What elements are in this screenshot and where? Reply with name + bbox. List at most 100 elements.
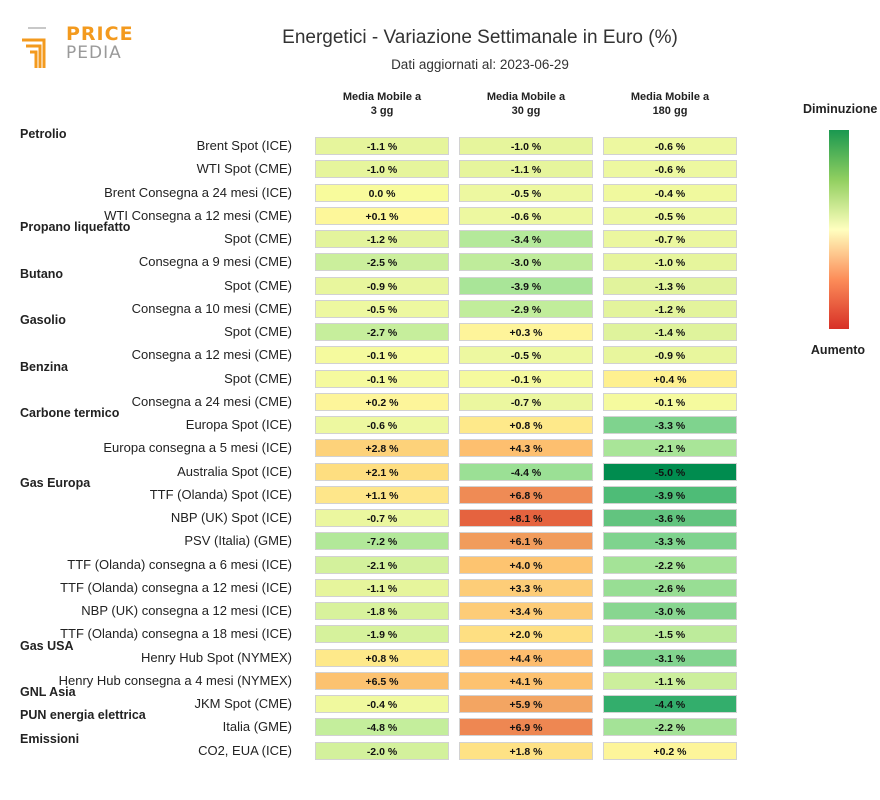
- heatmap-cell: -2.1 %: [315, 556, 449, 574]
- column-header-180gg: Media Mobile a 180 gg: [603, 90, 737, 118]
- heatmap-cell: -0.4 %: [603, 184, 737, 202]
- row-label: TTF (Olanda) consegna a 18 mesi (ICE): [60, 626, 292, 641]
- heatmap-cell: -1.1 %: [459, 160, 593, 178]
- heatmap-cell: -0.5 %: [603, 207, 737, 225]
- heatmap-cell: -3.3 %: [603, 532, 737, 550]
- heatmap-cell: -3.3 %: [603, 416, 737, 434]
- heatmap-cell: 0.0 %: [315, 184, 449, 202]
- heatmap-cell: +4.0 %: [459, 556, 593, 574]
- heatmap-cell: -0.5 %: [315, 300, 449, 318]
- heatmap-cell: +4.4 %: [459, 649, 593, 667]
- table-row: Gas USAHenry Hub Spot (NYMEX)+0.8 %+4.4 …: [0, 648, 760, 671]
- heatmap-cell: -1.4 %: [603, 323, 737, 341]
- heatmap-cell: -0.5 %: [459, 184, 593, 202]
- row-group-label: Gas Europa: [20, 476, 90, 490]
- heatmap-cell: +0.2 %: [603, 742, 737, 760]
- heatmap-cell: -3.9 %: [603, 486, 737, 504]
- heatmap-cell: +2.1 %: [315, 463, 449, 481]
- legend-color-scale: [829, 130, 849, 329]
- table-row: PSV (Italia) (GME)-7.2 %+6.1 %-3.3 %: [0, 531, 760, 554]
- heatmap-cell: -1.9 %: [315, 625, 449, 643]
- row-label: Europa Spot (ICE): [186, 417, 292, 432]
- heatmap-cell: +5.9 %: [459, 695, 593, 713]
- heatmap-cell: +4.1 %: [459, 672, 593, 690]
- table-row: TTF (Olanda) consegna a 6 mesi (ICE) -2.1…: [0, 555, 760, 578]
- column-header-line: Media Mobile a: [603, 90, 737, 104]
- heatmap-cell: +2.8 %: [315, 439, 449, 457]
- row-label: NBP (UK) Spot (ICE): [171, 510, 292, 525]
- heatmap-cell: -0.9 %: [603, 346, 737, 364]
- table-row: EmissioniCO2, EUA (ICE)-2.0 %+1.8 %+0.2 …: [0, 741, 760, 764]
- row-group-label: Petrolio: [20, 127, 67, 141]
- row-label: TTF (Olanda) Spot (ICE): [150, 487, 292, 502]
- heatmap-cell: -1.1 %: [603, 672, 737, 690]
- row-label: Consegna a 10 mesi (CME): [132, 301, 292, 316]
- row-label: Spot (CME): [224, 324, 292, 339]
- row-group-label: PUN energia elettrica: [20, 708, 146, 722]
- heatmap-cell: -0.9 %: [315, 277, 449, 295]
- row-label: CO2, EUA (ICE): [198, 743, 292, 758]
- heatmap-cell: -1.0 %: [459, 137, 593, 155]
- heatmap-cell: -3.0 %: [603, 602, 737, 620]
- heatmap-cell: -4.4 %: [459, 463, 593, 481]
- row-group-label: Gasolio: [20, 313, 66, 327]
- row-label: Australia Spot (ICE): [177, 464, 292, 479]
- legend-label-decrease: Diminuzione: [803, 102, 873, 116]
- heatmap-cell: -2.0 %: [315, 742, 449, 760]
- heatmap-cell: -5.0 %: [603, 463, 737, 481]
- heatmap-cell: +0.2 %: [315, 393, 449, 411]
- heatmap-cell: -1.3 %: [603, 277, 737, 295]
- table-row: PetrolioBrent Spot (ICE)-1.1 %-1.0 %-0.6…: [0, 136, 760, 159]
- row-label: TTF (Olanda) consegna a 6 mesi (ICE): [67, 557, 292, 572]
- row-label: Spot (CME): [224, 278, 292, 293]
- table-row: PUN energia elettricaItalia (GME)-4.8 %+…: [0, 717, 760, 740]
- heatmap-cell: +6.8 %: [459, 486, 593, 504]
- heatmap-cell: -0.4 %: [315, 695, 449, 713]
- heatmap-cell: +3.3 %: [459, 579, 593, 597]
- row-label: Spot (CME): [224, 231, 292, 246]
- row-label: Consegna a 12 mesi (CME): [132, 347, 292, 362]
- row-group-label: Carbone termico: [20, 406, 119, 420]
- table-row: NBP (UK) consegna a 12 mesi (ICE)-1.8 %+…: [0, 601, 760, 624]
- heatmap-cell: -3.6 %: [603, 509, 737, 527]
- column-header-line: 30 gg: [459, 104, 593, 118]
- heatmap-cell: +8.1 %: [459, 509, 593, 527]
- heatmap-cell: +0.8 %: [459, 416, 593, 434]
- table-row: Consegna a 12 mesi (CME)-0.1 %-0.5 %-0.9…: [0, 345, 760, 368]
- table-row: Australia Spot (ICE) +2.1 % -4.4 % -5.0 %: [0, 462, 760, 485]
- column-header-30gg: Media Mobile a 30 gg: [459, 90, 593, 118]
- chart-title: Energetici - Variazione Settimanale in E…: [0, 27, 880, 49]
- table-row: WTI Spot (CME)-1.0 %-1.1 %-0.6 %: [0, 159, 760, 182]
- row-label: PSV (Italia) (GME): [184, 533, 292, 548]
- row-label: Europa consegna a 5 mesi (ICE): [103, 440, 292, 455]
- row-label: Henry Hub consegna a 4 mesi (NYMEX): [59, 673, 292, 688]
- heatmap-cell: +3.4 %: [459, 602, 593, 620]
- row-label: Henry Hub Spot (NYMEX): [141, 650, 292, 665]
- table-row: NBP (UK) Spot (ICE) -0.7 % +8.1 % -3.6 %: [0, 508, 760, 531]
- row-label: Italia (GME): [223, 719, 292, 734]
- column-header-line: 3 gg: [315, 104, 449, 118]
- row-label: Consegna a 24 mesi (CME): [132, 394, 292, 409]
- heatmap-cell: -1.0 %: [315, 160, 449, 178]
- column-header-3gg: Media Mobile a 3 gg: [315, 90, 449, 118]
- heatmap-cell: -0.1 %: [315, 370, 449, 388]
- row-label: Consegna a 9 mesi (CME): [139, 254, 292, 269]
- heatmap-cell: -2.2 %: [603, 556, 737, 574]
- heatmap-cell: +1.1 %: [315, 486, 449, 504]
- row-group-label: Butano: [20, 267, 63, 281]
- heatmap-cell: -0.1 %: [603, 393, 737, 411]
- heatmap-cell: -0.7 %: [315, 509, 449, 527]
- table-row: TTF (Olanda) consegna a 18 mesi (ICE) -1.…: [0, 624, 760, 647]
- heatmap-cell: -2.6 %: [603, 579, 737, 597]
- row-label: JKM Spot (CME): [194, 696, 292, 711]
- heatmap-cell: -4.4 %: [603, 695, 737, 713]
- column-header-line: 180 gg: [603, 104, 737, 118]
- row-group-label: Benzina: [20, 360, 68, 374]
- heatmap-cell: -1.2 %: [603, 300, 737, 318]
- row-label: Brent Spot (ICE): [197, 138, 292, 153]
- heatmap-cell: +0.4 %: [603, 370, 737, 388]
- heatmap-cell: +6.5 %: [315, 672, 449, 690]
- table-row: Propano liquefattoSpot (CME)-1.2 %-3.4 %…: [0, 229, 760, 252]
- heatmap-cell: -7.2 %: [315, 532, 449, 550]
- heatmap-cell: -1.2 %: [315, 230, 449, 248]
